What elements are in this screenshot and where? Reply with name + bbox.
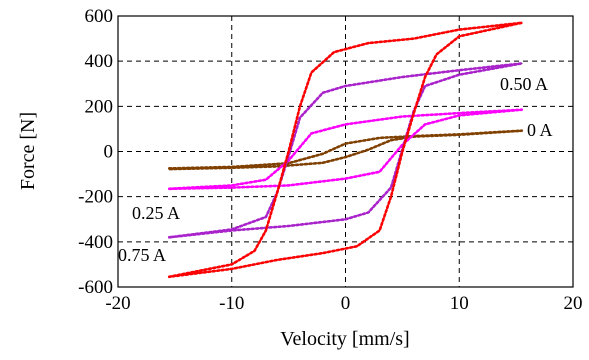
annotations: 0.50 A 0 A 0.25 A 0.75 A [118, 74, 553, 265]
x-axis-label: Velocity [mm/s] [280, 328, 409, 350]
x-tick-label: 10 [450, 293, 469, 314]
measured-loop-1 [167, 129, 524, 171]
series-group [167, 21, 524, 279]
annotation-0-75a: 0.75 A [118, 245, 166, 265]
annotation-0-25a: 0.25 A [132, 203, 180, 223]
model-loop-2 [169, 109, 523, 190]
y-tick-label: 400 [85, 51, 114, 72]
x-tick-label: 0 [341, 293, 351, 314]
y-tick-label: 0 [104, 142, 114, 163]
y-axis-label: Force [N] [17, 112, 39, 190]
tick-labels: -20 -10 0 10 20 600 400 200 0 -200 -400 -600 [78, 6, 582, 314]
plot-frame [117, 15, 574, 288]
y-tick-label: -400 [78, 232, 113, 253]
measured-loop-3 [167, 108, 524, 191]
x-tick-label: -10 [219, 293, 244, 314]
y-tick-label: -600 [78, 277, 113, 298]
x-tick-label: 20 [564, 293, 583, 314]
y-tick-label: 200 [85, 96, 114, 117]
y-tick-label: -200 [78, 187, 113, 208]
measured-loop-7 [167, 21, 524, 279]
y-tick-label: 600 [85, 6, 114, 27]
x-tick-label: -20 [105, 293, 130, 314]
grid-lines [118, 16, 573, 287]
annotation-0a: 0 A [527, 120, 553, 140]
annotation-0-50a: 0.50 A [500, 74, 548, 94]
